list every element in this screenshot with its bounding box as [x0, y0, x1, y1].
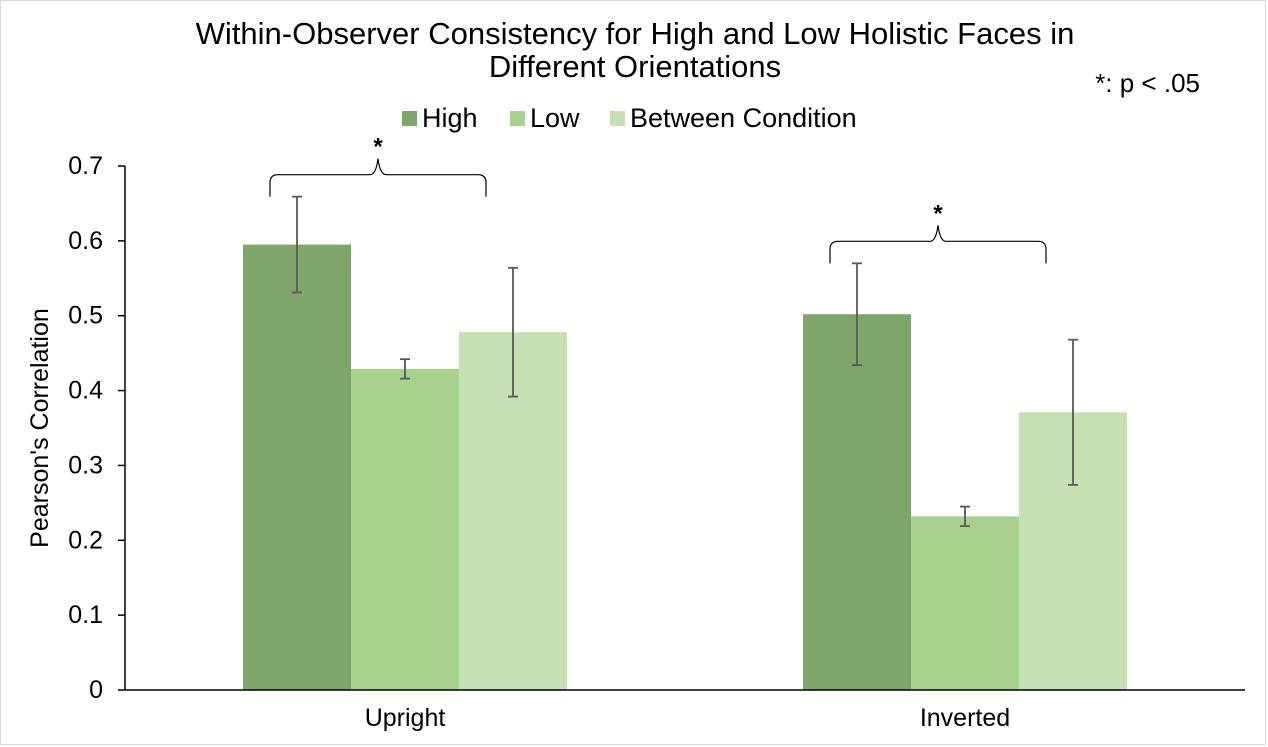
significance-bracket	[269, 158, 487, 197]
x-category-label: Inverted	[920, 704, 1010, 732]
y-tick-label: 0.3	[68, 451, 103, 479]
y-tick-label: 0.7	[68, 152, 103, 180]
y-axis-title: Pearson's Correlation	[26, 308, 54, 548]
significance-star: *	[373, 134, 383, 161]
significance-brackets: **	[269, 134, 1047, 264]
y-tick-label: 0.2	[68, 526, 103, 554]
legend-label: Between Condition	[630, 103, 857, 133]
bar	[243, 244, 351, 690]
legend-label: Low	[530, 103, 580, 133]
bar	[911, 516, 1019, 690]
error-bars	[292, 195, 1078, 527]
bar	[803, 314, 911, 690]
y-tick-label: 0.1	[68, 601, 103, 629]
y-axis: 0 0.1 0.2 0.3 0.4 0.5 0.6 0.7	[68, 152, 126, 704]
legend-swatch	[402, 111, 417, 126]
y-tick-label: 0.4	[68, 377, 103, 405]
chart-title-line-1: Within-Observer Consistency for High and…	[196, 16, 1075, 51]
legend-swatch	[610, 111, 625, 126]
y-tick-label: 0	[89, 676, 103, 704]
legend: High Low Between Condition	[402, 103, 857, 133]
chart-title-line-2: Different Orientations	[489, 49, 781, 84]
x-axis: Upright Inverted	[125, 689, 1245, 732]
x-category-label: Upright	[365, 704, 446, 732]
y-tick-label: 0.5	[68, 302, 103, 330]
significance-bracket	[829, 225, 1047, 264]
bars	[243, 244, 1127, 690]
significance-star: *	[933, 200, 943, 227]
legend-label: High	[422, 103, 478, 133]
bar	[351, 368, 459, 690]
significance-note: *: p < .05	[1095, 68, 1200, 98]
y-tick-label: 0.6	[68, 227, 103, 255]
legend-swatch	[510, 111, 525, 126]
